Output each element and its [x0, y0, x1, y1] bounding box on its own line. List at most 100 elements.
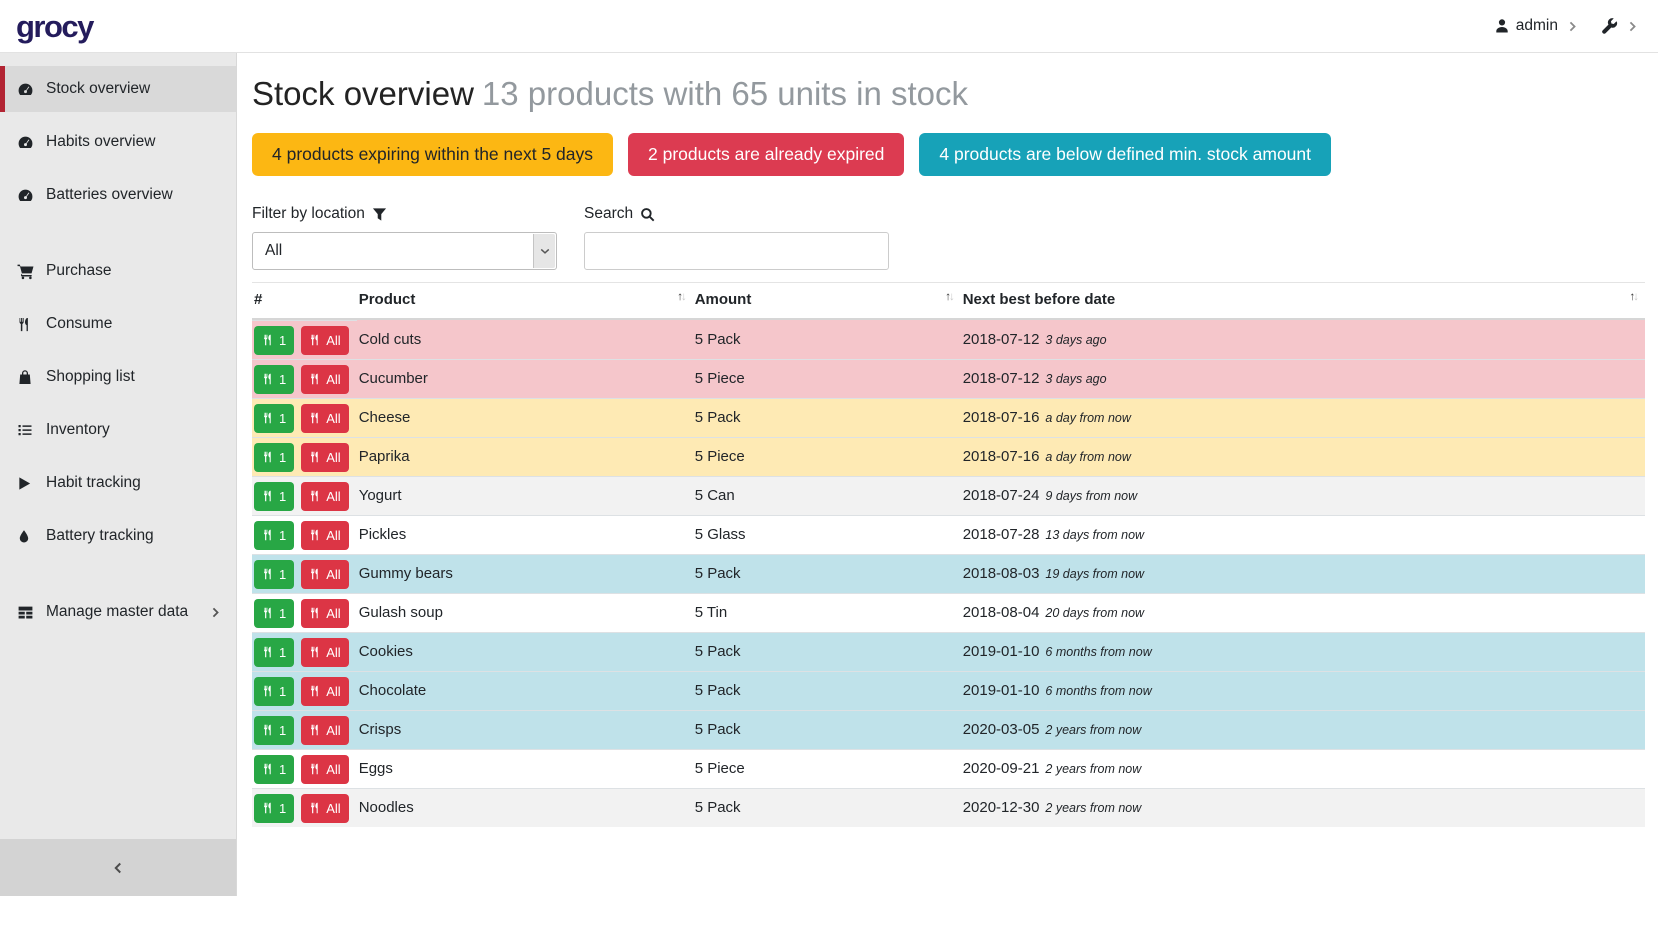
- sort-icon[interactable]: ↑↓: [1630, 291, 1638, 303]
- utensils-icon: [309, 763, 321, 775]
- button-label: 1: [279, 762, 286, 777]
- sidebar-item-consume[interactable]: Consume: [0, 301, 236, 347]
- product-name: Pickles: [357, 515, 693, 554]
- consume-all-button[interactable]: All: [301, 521, 348, 550]
- chevron-down-icon[interactable]: [533, 234, 555, 268]
- sidebar-item-label: Shopping list: [46, 368, 135, 386]
- sidebar-item-purchase[interactable]: Purchase: [0, 248, 236, 294]
- utensils-icon: [309, 412, 321, 424]
- consume-all-button[interactable]: All: [301, 560, 348, 589]
- consume-all-button[interactable]: All: [301, 716, 348, 745]
- product-name: Eggs: [357, 749, 693, 788]
- gauge-icon: [17, 81, 38, 98]
- location-filter-select[interactable]: All: [252, 232, 557, 270]
- consume-one-button[interactable]: 1: [254, 716, 294, 745]
- sidebar-item-habits-overview[interactable]: Habits overview: [0, 119, 236, 165]
- sort-icon[interactable]: ↑↓: [945, 291, 953, 303]
- sidebar-item-habit-tracking[interactable]: Habit tracking: [0, 460, 236, 506]
- product-amount: 5 Piece: [693, 359, 961, 398]
- column-header-product[interactable]: Product↑↓: [357, 283, 693, 320]
- button-label: All: [326, 567, 340, 582]
- utensils-icon: [262, 607, 274, 619]
- stock-table: # Product↑↓ Amount↑↓ Next best before da…: [252, 282, 1645, 827]
- consume-all-button[interactable]: All: [301, 638, 348, 667]
- consume-all-button[interactable]: All: [301, 404, 348, 433]
- banner-below-min[interactable]: 4 products are below defined min. stock …: [919, 133, 1331, 176]
- utensils-icon: [309, 373, 321, 385]
- consume-one-button[interactable]: 1: [254, 326, 294, 355]
- sidebar-item-shopping-list[interactable]: Shopping list: [0, 354, 236, 400]
- sidebar-item-label: Stock overview: [46, 80, 150, 98]
- consume-one-button[interactable]: 1: [254, 404, 294, 433]
- gauge-icon: [17, 134, 38, 151]
- column-header-number[interactable]: #: [252, 283, 357, 320]
- button-label: 1: [279, 333, 286, 348]
- consume-one-button[interactable]: 1: [254, 755, 294, 784]
- consume-one-button[interactable]: 1: [254, 365, 294, 394]
- consume-one-button[interactable]: 1: [254, 638, 294, 667]
- bag-icon: [17, 369, 38, 385]
- banner-expired[interactable]: 2 products are already expired: [628, 133, 904, 176]
- consume-all-button[interactable]: All: [301, 794, 348, 823]
- sort-icon[interactable]: ↑↓: [677, 291, 685, 303]
- sidebar-item-batteries-overview[interactable]: Batteries overview: [0, 172, 236, 218]
- utensils-icon: [309, 451, 321, 463]
- consume-all-button[interactable]: All: [301, 326, 348, 355]
- relative-time: 9 days from now: [1045, 489, 1137, 503]
- settings-menu[interactable]: [1601, 18, 1618, 35]
- play-icon: [17, 476, 38, 491]
- product-amount: 5 Piece: [693, 749, 961, 788]
- consume-one-button[interactable]: 1: [254, 599, 294, 628]
- consume-one-button[interactable]: 1: [254, 560, 294, 589]
- sidebar-item-inventory[interactable]: Inventory: [0, 407, 236, 453]
- consume-all-button[interactable]: All: [301, 755, 348, 784]
- search-icon: [640, 207, 655, 222]
- utensils-icon: [309, 607, 321, 619]
- product-amount: 5 Pack: [693, 710, 961, 749]
- grocy-logo[interactable]: grocy: [16, 11, 93, 42]
- consume-one-button[interactable]: 1: [254, 443, 294, 472]
- consume-one-button[interactable]: 1: [254, 521, 294, 550]
- consume-all-button[interactable]: All: [301, 599, 348, 628]
- consume-all-button[interactable]: All: [301, 482, 348, 511]
- button-label: All: [326, 762, 340, 777]
- sidebar-collapse-button[interactable]: [0, 839, 236, 896]
- user-menu-chevron-icon[interactable]: [1567, 20, 1578, 33]
- wrench-icon: [1601, 18, 1618, 35]
- column-header-amount[interactable]: Amount↑↓: [693, 283, 961, 320]
- search-input[interactable]: [584, 232, 889, 270]
- banner-expiring[interactable]: 4 products expiring within the next 5 da…: [252, 133, 613, 176]
- sidebar-item-label: Battery tracking: [46, 527, 154, 545]
- utensils-icon: [309, 568, 321, 580]
- consume-one-button[interactable]: 1: [254, 677, 294, 706]
- relative-time: a day from now: [1045, 411, 1130, 425]
- date-value: 2020-09-21: [963, 760, 1040, 777]
- consume-all-button[interactable]: All: [301, 677, 348, 706]
- date-value: 2019-01-10: [963, 682, 1040, 699]
- consume-one-button[interactable]: 1: [254, 794, 294, 823]
- utensils-icon: [17, 317, 38, 332]
- date-value: 2019-01-10: [963, 643, 1040, 660]
- settings-menu-chevron-icon[interactable]: [1627, 20, 1638, 33]
- sidebar-item-manage-master-data[interactable]: Manage master data: [0, 589, 236, 635]
- user-menu[interactable]: admin: [1494, 17, 1558, 35]
- sidebar-item-battery-tracking[interactable]: Battery tracking: [0, 513, 236, 559]
- relative-time: 19 days from now: [1045, 567, 1144, 581]
- sidebar-item-label: Habit tracking: [46, 474, 141, 492]
- consume-all-button[interactable]: All: [301, 443, 348, 472]
- product-amount: 5 Glass: [693, 515, 961, 554]
- column-header-best-before[interactable]: Next best before date↑↓: [961, 283, 1645, 320]
- utensils-icon: [262, 373, 274, 385]
- consume-all-button[interactable]: All: [301, 365, 348, 394]
- location-filter-label: Filter by location: [252, 205, 557, 223]
- date-value: 2018-07-24: [963, 487, 1040, 504]
- consume-one-button[interactable]: 1: [254, 482, 294, 511]
- sidebar-item-stock-overview[interactable]: Stock overview: [0, 66, 236, 112]
- grid-icon: [17, 604, 38, 621]
- utensils-icon: [262, 646, 274, 658]
